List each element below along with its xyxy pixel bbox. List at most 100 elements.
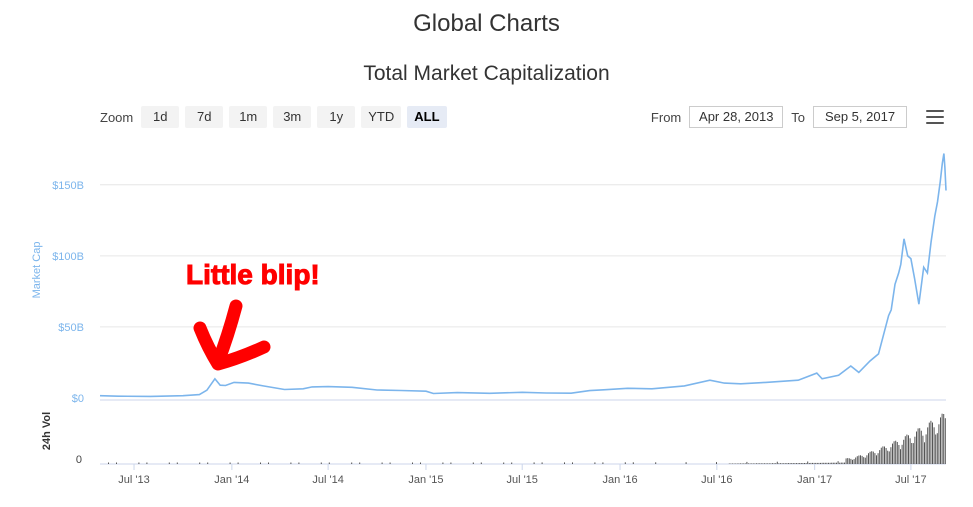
volume-bar (912, 443, 914, 464)
volume-bar (770, 463, 772, 464)
volume-bar (564, 462, 565, 464)
x-tick-label: Jan '15 (408, 474, 443, 486)
volume-bar (922, 435, 924, 464)
volume-bar (624, 462, 626, 464)
volume-bar (896, 442, 898, 464)
zoom-button-all[interactable]: ALL (407, 106, 447, 128)
volume-bar (757, 463, 759, 464)
volume-bar (869, 451, 871, 464)
volume-bar (328, 462, 330, 464)
volume-bar (943, 414, 945, 464)
volume-bar (751, 463, 753, 464)
volume-bar (260, 462, 261, 464)
volume-bar (840, 462, 842, 464)
volume-bar (176, 462, 178, 464)
volume-bar (938, 424, 940, 464)
volume-bar (732, 463, 733, 464)
volume-bar (741, 463, 743, 464)
volume-bar (882, 446, 884, 464)
volume-bar (207, 462, 209, 464)
volume-bar (786, 463, 788, 464)
volume-bar (759, 463, 761, 464)
volume-bar (791, 463, 793, 464)
volume-bar (909, 438, 911, 464)
volume-bar (412, 462, 413, 464)
volume-bar (879, 450, 881, 464)
volume-bar (807, 461, 809, 464)
volume-bar (138, 462, 140, 464)
volume-bar (802, 463, 804, 464)
hamburger-menu-icon[interactable] (926, 110, 944, 124)
volume-bar (775, 463, 777, 464)
volume-bar (788, 463, 789, 464)
volume-bar (816, 462, 818, 464)
from-date-input[interactable]: Apr 28, 2013 (689, 106, 784, 128)
volume-bar (895, 440, 897, 464)
volume-bar (877, 453, 879, 464)
volume-bar (834, 462, 836, 464)
volume-bar (799, 463, 801, 464)
page-title: Global Charts (413, 10, 560, 37)
volume-bar (935, 434, 937, 464)
volume-bar (920, 430, 922, 464)
volume-bar (832, 462, 834, 464)
x-tick-label: Jan '16 (602, 474, 637, 486)
volume-bar (826, 462, 828, 464)
y-tick-label: $150B (52, 180, 84, 192)
volume-bar (930, 420, 932, 464)
x-tick-label: Jul '13 (118, 474, 149, 486)
volume-bar (389, 462, 391, 464)
volume-bar (655, 462, 657, 464)
volume-bar (885, 448, 887, 464)
volume-bar (805, 463, 807, 464)
volume-bar (893, 441, 895, 464)
volume-bar (872, 451, 874, 464)
volume-bar (812, 462, 813, 464)
zoom-button-ytd[interactable]: YTD (361, 106, 402, 128)
zoom-button-3m[interactable]: 3m (273, 106, 312, 128)
volume-bar (824, 462, 826, 464)
volume-bar (768, 463, 770, 464)
volume-bar (743, 463, 745, 464)
volume-bar (760, 463, 762, 464)
zoom-button-1y[interactable]: 1y (317, 106, 356, 128)
volume-bar (871, 451, 873, 464)
volume-bar (933, 427, 935, 464)
to-date-input[interactable]: Sep 5, 2017 (813, 106, 907, 128)
volume-bar (748, 463, 749, 464)
volume-bar (892, 443, 893, 464)
volume-bar (738, 463, 740, 464)
volume-bar (735, 463, 737, 464)
volume-bar (764, 463, 765, 464)
volume-bar (852, 459, 853, 464)
volume-bar (820, 462, 821, 464)
zoom-button-7d[interactable]: 7d (185, 106, 224, 128)
volume-bar (533, 462, 535, 464)
volume-bar (199, 462, 201, 464)
volume-bar (940, 417, 941, 464)
volume-bar (351, 462, 353, 464)
volume-bar (381, 462, 383, 464)
zoom-button-1d[interactable]: 1d (141, 106, 180, 128)
zoom-button-1m[interactable]: 1m (229, 106, 268, 128)
volume-bar (773, 463, 775, 464)
volume-bar (856, 456, 858, 464)
volume-bar (839, 462, 841, 464)
volume-bar (868, 453, 869, 464)
volume-bar (924, 442, 925, 464)
volume-bar (887, 450, 889, 464)
volume-bar (836, 462, 837, 464)
zoom-bar: Zoom 1d 7d 1m 3m 1y YTD ALL (100, 106, 447, 128)
volume-bar (888, 451, 890, 464)
y-tick-label: $0 (72, 393, 84, 405)
volume-bar (746, 461, 748, 464)
volume-bar (776, 461, 778, 464)
volume-bar (685, 462, 687, 464)
volume-bar (927, 427, 929, 464)
volume-bar (797, 463, 799, 464)
volume-bar (420, 462, 421, 464)
volume-bar (829, 462, 831, 464)
volume-bar (823, 462, 825, 464)
volume-bar (858, 455, 860, 464)
